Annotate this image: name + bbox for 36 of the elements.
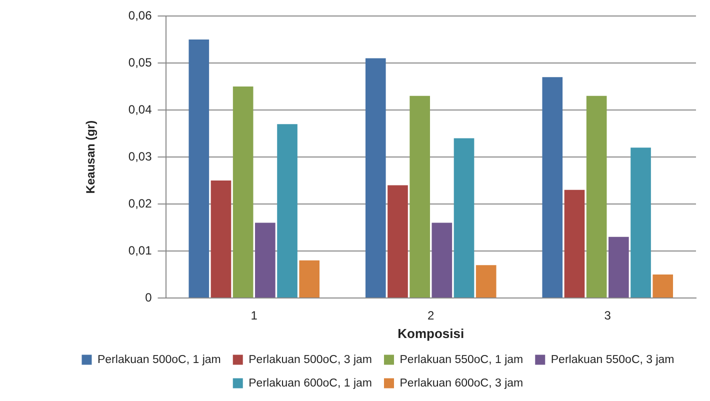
y-tick-label: 0,03 xyxy=(128,149,152,164)
bar xyxy=(630,148,651,298)
y-axis-title: Keausan (gr) xyxy=(84,120,98,194)
y-tick-label: 0,01 xyxy=(128,243,152,258)
bar xyxy=(255,222,276,298)
x-axis-title: Komposisi xyxy=(398,326,464,341)
y-tick-label: 0,06 xyxy=(128,8,152,22)
legend-label: Perlakuan 600oC, 1 jam xyxy=(248,377,372,390)
x-tick-label: 2 xyxy=(428,308,435,323)
x-tick-label: 1 xyxy=(250,308,258,323)
bar xyxy=(432,222,452,298)
bar xyxy=(410,96,430,298)
bar xyxy=(299,260,320,298)
bar xyxy=(476,265,496,298)
legend-label: Perlakuan 550oC, 1 jam xyxy=(400,354,524,366)
bar xyxy=(542,77,563,298)
y-tick-label: 0 xyxy=(145,290,152,304)
y-tick-label: 0,02 xyxy=(128,196,152,210)
legend-label: Perlakuan 550oC, 3 jam xyxy=(550,354,674,366)
x-tick-label: 3 xyxy=(604,308,612,323)
bar xyxy=(608,236,629,298)
bar xyxy=(365,58,386,298)
bar xyxy=(454,138,474,298)
bar xyxy=(652,274,674,298)
legend-label: Perlakuan 600oC, 3 jam xyxy=(400,377,524,390)
bar xyxy=(586,96,607,298)
bar xyxy=(564,190,585,298)
bar xyxy=(388,185,408,298)
y-tick-label: 0,05 xyxy=(128,55,152,70)
bar xyxy=(232,86,254,298)
y-tick-label: 0,04 xyxy=(128,102,152,116)
legend-label: Perlakuan 500oC, 1 jam xyxy=(97,354,221,366)
legend-label: Perlakuan 500oC, 3 jam xyxy=(248,354,372,366)
bar xyxy=(188,40,210,298)
bar xyxy=(277,124,298,298)
bar xyxy=(210,180,232,298)
